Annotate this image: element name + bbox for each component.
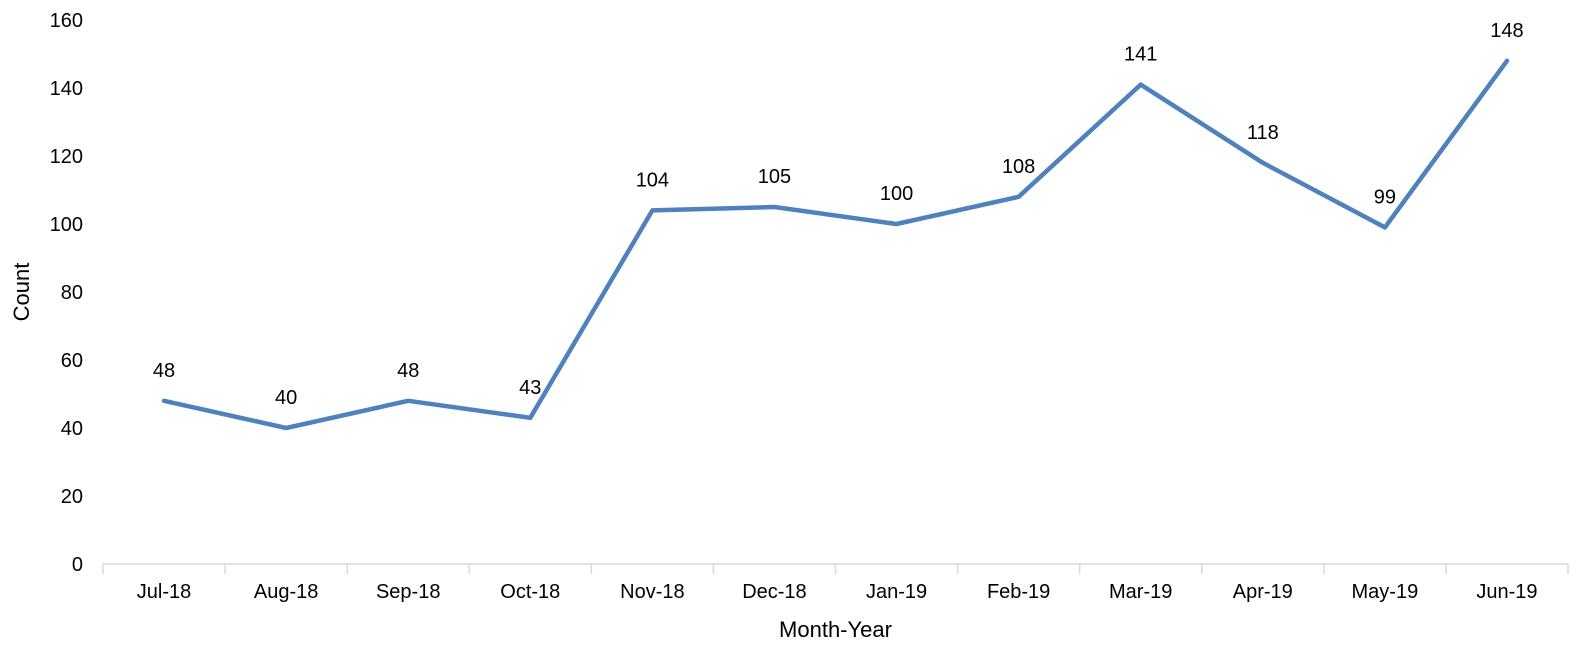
x-tick-label: May-19 — [1352, 581, 1419, 603]
x-tick-label: Jul-18 — [137, 581, 191, 603]
y-tick-label: 80 — [61, 282, 83, 304]
y-tick-label: 60 — [61, 350, 83, 372]
data-label: 43 — [519, 377, 541, 399]
y-tick-label: 0 — [72, 554, 83, 576]
x-tick-label: Nov-18 — [620, 581, 684, 603]
x-tick-label: Jan-19 — [866, 581, 927, 603]
x-tick-label: Dec-18 — [742, 581, 806, 603]
x-tick-label: Aug-18 — [254, 581, 319, 603]
x-tick-label: Mar-19 — [1109, 581, 1172, 603]
data-label: 141 — [1124, 44, 1157, 66]
series-line — [161, 58, 1510, 431]
data-label: 48 — [153, 360, 175, 382]
data-label: 105 — [758, 166, 791, 188]
x-axis-title: Month-Year — [779, 617, 892, 642]
data-label: 108 — [1002, 156, 1035, 178]
data-label: 104 — [636, 169, 669, 191]
y-axis-title: Count — [9, 263, 34, 322]
series-group — [161, 58, 1510, 431]
y-tick-label: 40 — [61, 418, 83, 440]
x-tick-label: Apr-19 — [1233, 581, 1293, 603]
data-label: 118 — [1247, 122, 1279, 144]
y-axis-ticks: 0 20 40 60 80 100 120 140 160 — [50, 10, 83, 576]
data-label: 100 — [880, 183, 913, 205]
x-tick-label: Feb-19 — [987, 581, 1050, 603]
data-labels: 48 40 48 43 104 105 100 108 141 118 99 148 — [153, 20, 1524, 409]
y-tick-label: 20 — [61, 486, 83, 508]
x-tick-label: Jun-19 — [1476, 581, 1537, 603]
data-label: 40 — [275, 387, 297, 409]
y-tick-label: 100 — [50, 214, 83, 236]
y-tick-label: 160 — [50, 10, 83, 32]
data-label: 99 — [1374, 186, 1396, 208]
data-label: 148 — [1490, 20, 1523, 42]
data-label: 48 — [397, 360, 419, 382]
x-tick-label: Oct-18 — [500, 581, 560, 603]
y-tick-label: 120 — [50, 146, 83, 168]
y-tick-label: 140 — [50, 78, 83, 100]
x-axis-ticks: Jul-18 Aug-18 Sep-18 Oct-18 Nov-18 Dec-18 Jan-… — [102, 564, 1569, 603]
x-tick-label: Sep-18 — [376, 581, 441, 603]
